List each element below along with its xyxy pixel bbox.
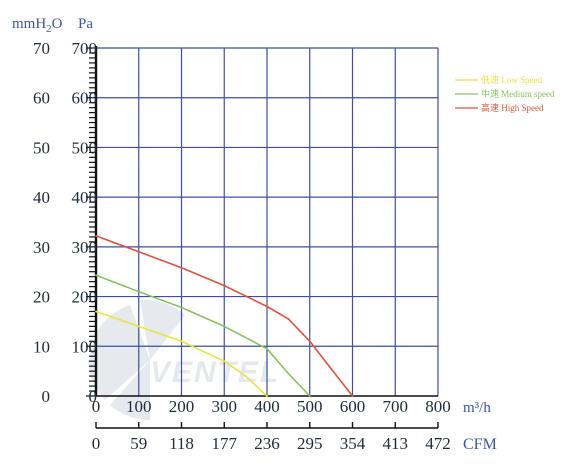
series-point: [137, 250, 140, 253]
y-left-unit-label: mmH2O: [12, 16, 63, 35]
x-tick-label: 0: [92, 397, 101, 416]
ventel-watermark-logo: VENTEL: [88, 299, 280, 421]
series-point: [137, 325, 140, 328]
y-left-tick-label: 50: [33, 138, 50, 157]
cfm-tick-label: 295: [297, 434, 323, 453]
y-left-tick-label: 20: [33, 288, 50, 307]
series-point: [266, 395, 268, 397]
series-low-speed-line: [95, 310, 268, 397]
y-right-tick-label: 700: [72, 39, 98, 58]
y-right-tick-label: 0: [89, 387, 98, 406]
y-left-tick-label: 40: [33, 188, 50, 207]
x-tick-label: 300: [212, 397, 238, 416]
legend-entry: 中速 Medium speed: [481, 88, 555, 99]
series-point: [287, 318, 290, 320]
x-tick-label: 400: [254, 397, 280, 416]
y-left-tick-label: 0: [42, 387, 51, 406]
y-right-unit-label: Pa: [78, 16, 93, 32]
plot-grid: [96, 47, 439, 396]
y-left-tick-label: 30: [33, 238, 50, 257]
cfm-tick-label: 177: [212, 434, 238, 453]
x-tick-label: 700: [383, 397, 409, 416]
legend-entry: 高速 High Speed: [481, 102, 544, 113]
y-right-tick-label: 300: [72, 238, 98, 257]
x-top-unit-label: m³/h: [463, 400, 491, 416]
series-point: [180, 340, 183, 343]
series-point: [330, 367, 333, 370]
chart-legend: 低速 Low Speed 中速 Medium speed 高速 High Speed: [455, 74, 555, 113]
cfm-tick-label: 59: [130, 434, 147, 453]
legend-entry: 低速 Low Speed: [481, 74, 542, 85]
x-tick-label: 600: [340, 397, 366, 416]
cfm-tick-label: 236: [254, 434, 280, 453]
series-point: [351, 395, 354, 397]
y-left-tick-label: 60: [33, 89, 50, 108]
series-point: [223, 325, 226, 328]
series-point: [180, 266, 183, 269]
y-left-tick-label: 70: [33, 39, 50, 58]
series-point: [287, 372, 290, 375]
y-right-tick-label: 200: [72, 288, 98, 307]
series-point: [308, 395, 311, 397]
series-point: [308, 340, 311, 343]
series-point: [137, 290, 140, 293]
x-tick-label: 800: [425, 397, 451, 416]
cfm-tick-label: 354: [340, 434, 366, 453]
series-point: [266, 305, 268, 308]
y-right-tick-label: 600: [72, 89, 98, 108]
x-tick-label: 200: [169, 397, 195, 416]
cfm-tick-label: 472: [425, 434, 451, 453]
y-right-tick-label: 500: [72, 138, 98, 157]
series-point: [95, 274, 97, 277]
cfm-tick-label: 413: [383, 434, 409, 453]
series-layer: [95, 235, 354, 397]
series-point: [95, 310, 97, 313]
series-point: [95, 235, 97, 237]
chart-axes: [86, 46, 439, 429]
y-right-tick-label: 400: [72, 188, 98, 207]
y-right-tick-label: 100: [72, 337, 98, 356]
series-point: [223, 360, 226, 363]
watermark-text: VENTEL: [150, 356, 280, 389]
series-point: [180, 306, 183, 309]
series-point: [223, 284, 226, 287]
y-left-tick-label: 10: [33, 337, 50, 356]
x-bottom-unit-label: CFM: [463, 436, 497, 453]
series-point: [266, 347, 268, 350]
cfm-tick-label: 118: [169, 434, 194, 453]
x-tick-label: 500: [297, 397, 323, 416]
x-tick-label: 100: [126, 397, 152, 416]
cfm-tick-label: 0: [92, 434, 101, 453]
series-point: [244, 375, 247, 378]
